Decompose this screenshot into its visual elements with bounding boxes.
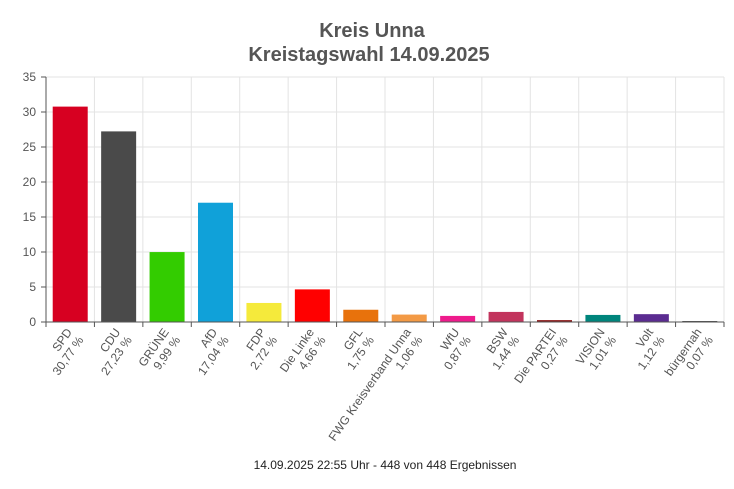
bar-vision[interactable]	[585, 314, 621, 322]
bar-gfl[interactable]	[343, 309, 379, 322]
bar-fdp[interactable]	[246, 302, 282, 322]
bar-cdu[interactable]	[101, 131, 137, 322]
y-tick-label: 5	[29, 280, 36, 294]
y-tick-label: 10	[23, 245, 37, 259]
bar-volt[interactable]	[633, 314, 669, 322]
y-tick-label: 35	[23, 70, 37, 84]
bars	[52, 106, 718, 322]
bar-die-linke[interactable]	[294, 289, 330, 322]
bar-die-partei[interactable]	[537, 320, 572, 322]
chart-subtitle: Kreistagswahl 14.09.2025	[248, 44, 489, 66]
y-tick-label: 30	[23, 105, 37, 119]
bar-bsw[interactable]	[488, 311, 524, 322]
bar-wfu[interactable]	[440, 315, 476, 322]
y-tick-label: 0	[29, 315, 36, 329]
y-tick-label: 25	[23, 140, 37, 154]
bar-gr-ne[interactable]	[149, 252, 185, 322]
chart-footer: 14.09.2025 22:55 Uhr - 448 von 448 Ergeb…	[254, 458, 517, 472]
axes	[41, 76, 725, 327]
chart-title: Kreis Unna	[319, 20, 425, 42]
bar-fwg-kreisverband-unna[interactable]	[391, 314, 427, 322]
y-axis-ticks: 0 5 10 15 20 25 30 35	[23, 70, 37, 329]
grid-lines	[45, 76, 725, 323]
y-tick-label: 20	[23, 175, 37, 189]
bar-spd[interactable]	[52, 106, 88, 322]
y-tick-label: 15	[23, 210, 37, 224]
bar-afd[interactable]	[198, 202, 233, 322]
